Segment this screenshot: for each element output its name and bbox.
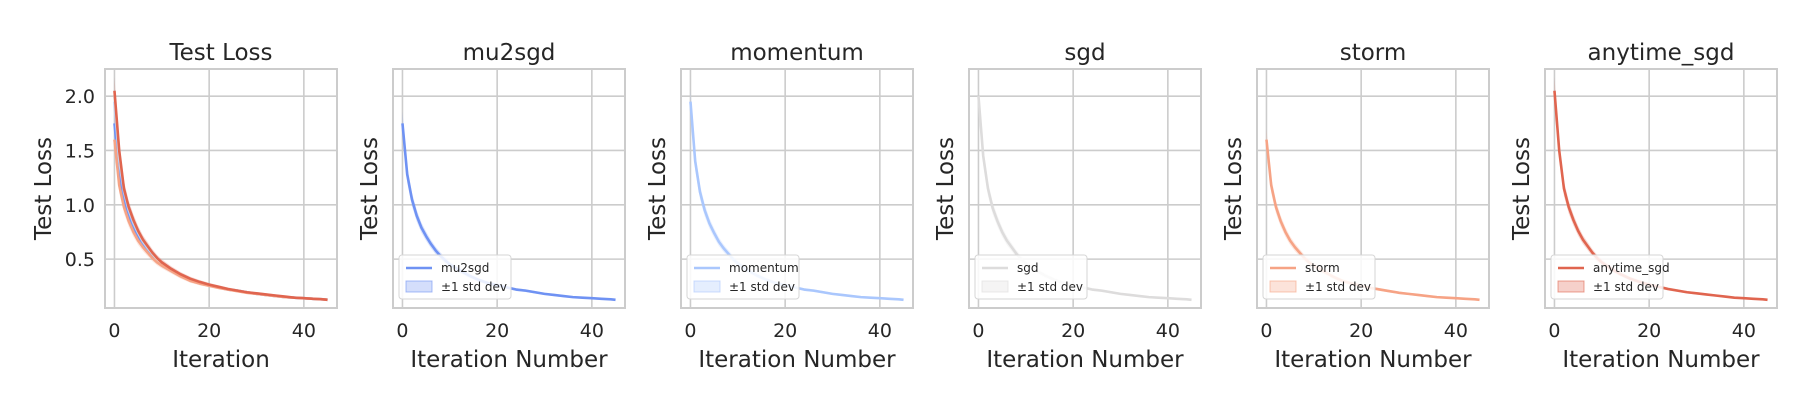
legend-series-label: storm bbox=[1305, 261, 1340, 275]
axes-frame bbox=[1256, 68, 1490, 309]
legend: momentum ±1 std dev bbox=[686, 254, 800, 300]
x-tick-label: 0 bbox=[396, 320, 408, 342]
legend-band-swatch bbox=[981, 280, 1009, 293]
x-tick-label: 20 bbox=[773, 320, 797, 342]
x-tick-label: 20 bbox=[1637, 320, 1661, 342]
x-tick-label: 40 bbox=[1444, 320, 1468, 342]
axes-frame bbox=[104, 68, 338, 309]
legend-box bbox=[686, 254, 800, 300]
x-axis-label: Iteration Number bbox=[1562, 347, 1760, 373]
y-axis-label: Test Loss bbox=[357, 137, 383, 241]
legend-box bbox=[1550, 254, 1664, 300]
y-axis-label: Test Loss bbox=[645, 137, 671, 241]
legend-box bbox=[398, 254, 512, 300]
chart-panel: 0 20 40 mu2sgd Iteration Number Test Loss mu2s… bbox=[357, 40, 626, 373]
x-tick-label: 0 bbox=[1260, 320, 1272, 342]
legend-series-label: mu2sgd bbox=[441, 261, 489, 275]
x-tick-label: 0 bbox=[684, 320, 696, 342]
x-tick-label: 40 bbox=[292, 320, 316, 342]
panel-title: sgd bbox=[1064, 40, 1105, 66]
y-tick-label: 1.0 bbox=[65, 195, 95, 217]
legend-band-label: ±1 std dev bbox=[1305, 280, 1371, 294]
x-tick-label: 0 bbox=[1548, 320, 1560, 342]
x-tick-label: 40 bbox=[868, 320, 892, 342]
y-axis-label: Test Loss bbox=[31, 137, 57, 241]
x-axis-label: Iteration Number bbox=[410, 347, 608, 373]
legend-box bbox=[974, 254, 1088, 300]
legend-band-swatch bbox=[405, 280, 433, 293]
legend-band-label: ±1 std dev bbox=[1593, 280, 1659, 294]
x-tick-label: 20 bbox=[485, 320, 509, 342]
axes-frame bbox=[392, 68, 626, 309]
chart-panel: 0 20 40 anytime_sgd Iteration Number Test Los… bbox=[1509, 40, 1778, 373]
axes-frame bbox=[968, 68, 1202, 309]
y-tick-label: 1.5 bbox=[65, 140, 95, 162]
axes-frame bbox=[1544, 68, 1778, 309]
chart-panel: 0 20 40 sgd Iteration Number Test Loss sgd ±1 s… bbox=[933, 40, 1202, 373]
x-axis-label: Iteration bbox=[172, 347, 270, 373]
panel-title: Test Loss bbox=[168, 40, 272, 66]
panel-title: anytime_sgd bbox=[1588, 40, 1735, 66]
legend-series-label: anytime_sgd bbox=[1593, 261, 1670, 275]
legend-band-label: ±1 std dev bbox=[729, 280, 795, 294]
axes-frame bbox=[680, 68, 914, 309]
x-tick-label: 0 bbox=[108, 320, 120, 342]
legend-box bbox=[1262, 254, 1376, 300]
y-axis-label: Test Loss bbox=[1221, 137, 1247, 241]
y-axis-label: Test Loss bbox=[1509, 137, 1535, 241]
legend-series-label: momentum bbox=[729, 261, 799, 275]
chart-panel: 0 20 40 0.5 1.0 1.5 2.0 Test Loss Iteration Test … bbox=[31, 40, 338, 373]
legend-band-label: ±1 std dev bbox=[1017, 280, 1083, 294]
chart-panel: 0 20 40 storm Iteration Number Test Loss storm… bbox=[1221, 40, 1490, 373]
y-tick-label: 2.0 bbox=[65, 86, 95, 108]
panel-title: mu2sgd bbox=[463, 40, 556, 66]
legend-band-swatch bbox=[693, 280, 721, 293]
x-tick-label: 20 bbox=[197, 320, 221, 342]
legend-band-label: ±1 std dev bbox=[441, 280, 507, 294]
legend-band-swatch bbox=[1269, 280, 1297, 293]
legend-band-swatch bbox=[1557, 280, 1585, 293]
plot-area bbox=[105, 69, 337, 308]
chart-panel: 0 20 40 momentum Iteration Number Test Loss mo… bbox=[645, 40, 914, 373]
x-tick-label: 20 bbox=[1349, 320, 1373, 342]
x-tick-label: 40 bbox=[1732, 320, 1756, 342]
x-tick-label: 20 bbox=[1061, 320, 1085, 342]
x-tick-label: 0 bbox=[972, 320, 984, 342]
x-axis-label: Iteration Number bbox=[986, 347, 1184, 373]
legend-series-label: sgd bbox=[1017, 261, 1039, 275]
legend: storm ±1 std dev bbox=[1262, 254, 1376, 300]
x-tick-label: 40 bbox=[580, 320, 604, 342]
panel-title: storm bbox=[1340, 40, 1407, 66]
x-tick-label: 40 bbox=[1156, 320, 1180, 342]
y-tick-label: 0.5 bbox=[65, 249, 95, 271]
x-axis-label: Iteration Number bbox=[698, 347, 896, 373]
legend: mu2sgd ±1 std dev bbox=[398, 254, 512, 300]
panel-title: momentum bbox=[730, 40, 864, 66]
legend: sgd ±1 std dev bbox=[974, 254, 1088, 300]
legend: anytime_sgd ±1 std dev bbox=[1550, 254, 1670, 300]
x-axis-label: Iteration Number bbox=[1274, 347, 1472, 373]
series-line bbox=[113, 90, 328, 302]
y-axis-label: Test Loss bbox=[933, 137, 959, 241]
